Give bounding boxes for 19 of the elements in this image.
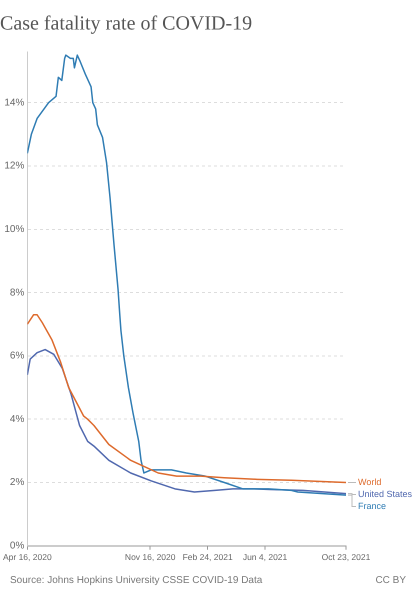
text: CC BY bbox=[375, 574, 406, 586]
x-tick-label: Apr 16, 2020 bbox=[2, 552, 52, 562]
x-tick-label: Jun 4, 2021 bbox=[242, 552, 288, 562]
chart-title: Case fatality rate of COVID-19 bbox=[0, 12, 252, 34]
y-tick-label: 14% bbox=[4, 97, 24, 108]
y-tick-label: 4% bbox=[10, 414, 24, 425]
y-tick-label: 10% bbox=[4, 224, 24, 236]
y-tick-label: 2% bbox=[10, 477, 24, 488]
series-label: United States bbox=[358, 488, 413, 499]
y-tick-label: 12% bbox=[4, 160, 24, 172]
x-tick-label: Oct 23, 2021 bbox=[322, 552, 371, 562]
x-tick-label: Feb 24, 2021 bbox=[182, 552, 233, 562]
y-tick-label: 6% bbox=[10, 350, 24, 362]
y-tick-label: 0% bbox=[10, 540, 24, 552]
series-label: France bbox=[358, 500, 386, 511]
series-label: World bbox=[358, 476, 382, 487]
y-tick-label: 8% bbox=[10, 287, 24, 298]
x-tick-label: Nov 16, 2020 bbox=[124, 552, 176, 562]
source-note: Source: Johns Hopkins University CSSE COVID-19 Data bbox=[10, 574, 262, 586]
